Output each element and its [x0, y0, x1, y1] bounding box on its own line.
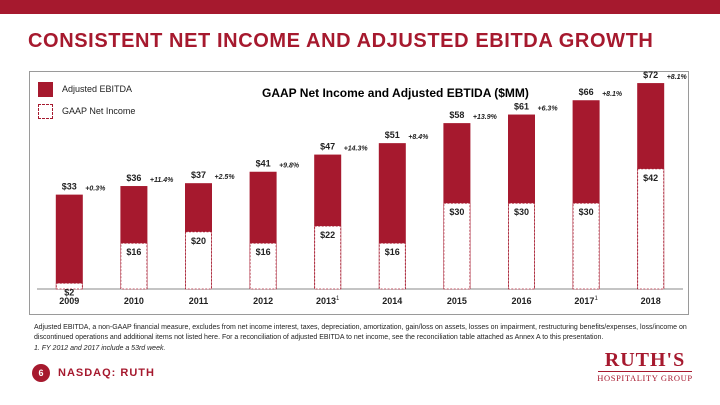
x-tick-year: 2016: [511, 296, 531, 306]
gaap-value-label: $30: [514, 207, 529, 217]
growth-rate-label: +8.4%: [408, 134, 429, 141]
x-tick-superscript: 1: [336, 296, 340, 302]
growth-rate-label: +11.4%: [150, 177, 174, 184]
x-tick-label: 20131: [316, 296, 340, 306]
gaap-bar: [508, 202, 535, 290]
gaap-value-label: $16: [126, 247, 141, 257]
gaap-bar: [443, 202, 471, 290]
gaap-bar: [185, 231, 212, 290]
gaap-bar: [637, 168, 665, 290]
growth-rate-label: +8.1%: [602, 91, 623, 98]
growth-rate-label: +2.5%: [215, 174, 236, 181]
growth-rate-label: +14.3%: [344, 146, 369, 153]
x-tick-label: 2018: [641, 296, 661, 306]
logo-subtitle: HOSPITALITY GROUP: [597, 373, 693, 383]
legend-label-ebitda: Adjusted EBITDA: [62, 84, 133, 94]
x-tick-year: 2010: [124, 296, 144, 306]
ebitda-value-label: $72: [643, 70, 658, 80]
gaap-value-label: $22: [320, 230, 335, 240]
legend-swatch-gaap: [38, 103, 53, 119]
growth-rate-label: +0.3%: [85, 186, 106, 193]
logo-wordmark: RUTH'S: [604, 349, 686, 371]
x-tick-year: 2009: [59, 296, 79, 306]
gaap-bar: [55, 282, 83, 290]
gaap-value-label: $30: [579, 207, 594, 217]
ebitda-value-label: $36: [126, 173, 141, 183]
gaap-value-label: $16: [385, 247, 400, 257]
gaap-bar: [249, 242, 277, 290]
x-tick-label: 2012: [253, 296, 273, 306]
x-tick-label: 2015: [447, 296, 467, 306]
gaap-value-label: $30: [449, 207, 464, 217]
x-tick-year: 2018: [641, 296, 661, 306]
page-number: 6: [32, 364, 50, 382]
legend-item-adjusted-ebitda: Adjusted EBITDA: [38, 80, 135, 98]
ebitda-value-label: $41: [256, 159, 271, 169]
ebitda-value-label: $51: [385, 130, 400, 140]
x-tick-label: 2009: [59, 296, 79, 306]
growth-rate-label: +8.1%: [667, 74, 688, 81]
company-logo: RUTH'S HOSPITALITY GROUP: [590, 350, 700, 383]
growth-rate-label: +9.8%: [279, 163, 300, 170]
x-tick-year: 2011: [189, 296, 209, 306]
top-accent-bar: [0, 0, 720, 14]
ebitda-value-label: $58: [449, 110, 464, 120]
ebitda-bar: [55, 194, 83, 289]
gaap-value-label: $42: [643, 173, 658, 183]
x-tick-label: 2014: [382, 296, 402, 306]
gaap-bar: [120, 242, 148, 290]
ebitda-value-label: $61: [514, 102, 529, 112]
x-tick-year: 2012: [253, 296, 273, 306]
growth-rate-label: +13.9%: [473, 114, 498, 121]
chart-title: GAAP Net Income and Adjusted EBTIDA ($MM…: [262, 86, 529, 100]
slide-title: CONSISTENT NET INCOME AND ADJUSTED EBITD…: [28, 30, 654, 52]
ebitda-value-label: $66: [579, 87, 594, 97]
ebitda-value-label: $37: [191, 170, 206, 180]
x-tick-label: 2016: [511, 296, 531, 306]
gaap-bar: [314, 225, 342, 290]
ebitda-value-label: $33: [62, 182, 77, 192]
gaap-bar: [378, 242, 406, 290]
x-tick-year: 2013: [316, 296, 336, 306]
x-tick-label: 2011: [189, 296, 209, 306]
legend-label-gaap: GAAP Net Income: [62, 106, 136, 116]
gaap-bar: [572, 202, 600, 290]
growth-rate-label: +6.3%: [538, 106, 559, 113]
ebitda-value-label: $47: [320, 142, 335, 152]
x-tick-label: 2010: [124, 296, 144, 306]
ebitda-disclaimer: Adjusted EBITDA, a non-GAAP financial me…: [34, 324, 687, 341]
x-tick-year: 2015: [447, 296, 467, 306]
x-tick-year: 2017: [574, 296, 594, 306]
ticker-label: NASDAQ: RUTH: [58, 367, 155, 379]
gaap-value-label: $2: [64, 287, 74, 297]
x-tick-superscript: 1: [594, 296, 598, 302]
legend-item-gaap-net-income: GAAP Net Income: [38, 102, 135, 120]
footnote-53rd-week: 1. FY 2012 and 2017 include a 53rd week.: [34, 345, 166, 352]
gaap-value-label: $16: [256, 247, 271, 257]
x-tick-label: 20171: [574, 296, 598, 306]
x-tick-year: 2014: [382, 296, 402, 306]
logo-divider: [598, 371, 692, 372]
gaap-value-label: $20: [191, 236, 206, 246]
chart-legend: Adjusted EBITDA GAAP Net Income: [38, 80, 135, 124]
legend-swatch-ebitda: [38, 81, 53, 97]
